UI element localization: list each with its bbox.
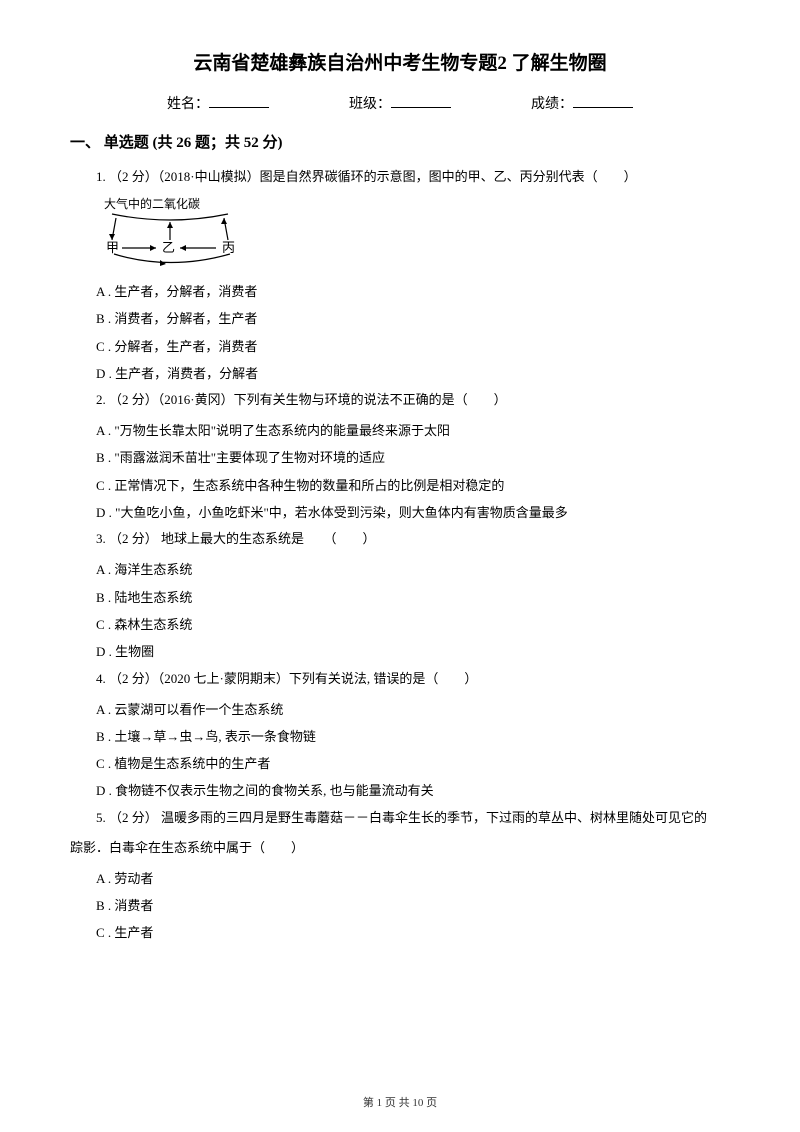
page-title: 云南省楚雄彝族自治州中考生物专题2 了解生物圈 xyxy=(70,48,730,75)
page-footer: 第 1 页 共 10 页 xyxy=(0,1094,800,1110)
diagram-node-c: 丙 xyxy=(222,240,235,255)
question-stem: 5. （2 分） 温暖多雨的三四月是野生毒蘑菇－－白毒伞生长的季节，下过雨的草丛… xyxy=(70,805,730,831)
option: B . 陆地生态系统 xyxy=(70,584,730,611)
class-field: 班级： xyxy=(349,93,451,113)
option: C . 植物是生态系统中的生产者 xyxy=(70,750,730,777)
option: D . "大鱼吃小鱼，小鱼吃虾米"中，若水体受到污染，则大鱼体内有害物质含量最多 xyxy=(70,499,730,526)
option: D . 生产者，消费者，分解者 xyxy=(70,360,730,387)
name-label: 姓名： xyxy=(167,93,209,113)
option: C . 分解者，生产者，消费者 xyxy=(70,333,730,360)
option: A . 海洋生态系统 xyxy=(70,556,730,583)
option: B . 消费者，分解者，生产者 xyxy=(70,305,730,332)
option: D . 生物圈 xyxy=(70,638,730,665)
question-stem: 2. （2 分）（2016·黄冈）下列有关生物与环境的说法不正确的是（ ） xyxy=(70,387,730,413)
option: B . 消费者 xyxy=(70,892,730,919)
option: C . 森林生态系统 xyxy=(70,611,730,638)
score-label: 成绩： xyxy=(531,93,573,113)
carbon-cycle-diagram: 大气中的二氧化碳 甲 乙 丙 xyxy=(100,196,260,270)
class-underline xyxy=(391,94,451,108)
option: A . 劳动者 xyxy=(70,865,730,892)
diagram-node-b: 乙 xyxy=(162,240,175,255)
option: A . "万物生长靠太阳"说明了生态系统内的能量最终来源于太阳 xyxy=(70,417,730,444)
question-stem: 4. （2 分）（2020 七上·蒙阴期末）下列有关说法, 错误的是（ ） xyxy=(70,666,730,692)
option: B . 土壤→草→虫→鸟, 表示一条食物链 xyxy=(70,723,730,750)
question-stem-continued: 踪影．白毒伞在生态系统中属于（ ） xyxy=(70,835,730,861)
question-stem: 3. （2 分） 地球上最大的生态系统是 （ ） xyxy=(70,526,730,552)
diagram-top-label: 大气中的二氧化碳 xyxy=(104,196,200,211)
score-underline xyxy=(573,94,633,108)
option: D . 食物链不仅表示生物之间的食物关系, 也与能量流动有关 xyxy=(70,777,730,804)
option: A . 云蒙湖可以看作一个生态系统 xyxy=(70,696,730,723)
name-field: 姓名： xyxy=(167,93,269,113)
option: C . 生产者 xyxy=(70,919,730,946)
name-underline xyxy=(209,94,269,108)
diagram-node-a: 甲 xyxy=(106,240,119,255)
option: A . 生产者，分解者，消费者 xyxy=(70,278,730,305)
option: B . "雨露滋润禾苗壮"主要体现了生物对环境的适应 xyxy=(70,444,730,471)
score-field: 成绩： xyxy=(531,93,633,113)
option: C . 正常情况下，生态系统中各种生物的数量和所占的比例是相对稳定的 xyxy=(70,472,730,499)
question-stem: 1. （2 分）（2018·中山模拟）图是自然界碳循环的示意图，图中的甲、乙、丙… xyxy=(70,164,730,190)
class-label: 班级： xyxy=(349,93,391,113)
header-fields: 姓名： 班级： 成绩： xyxy=(70,93,730,113)
section-heading: 一、 单选题 (共 26 题；共 52 分) xyxy=(70,131,730,152)
